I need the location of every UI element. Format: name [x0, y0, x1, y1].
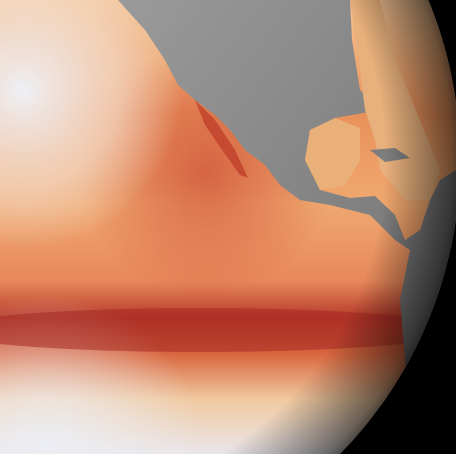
earth-disc: [0, 0, 456, 454]
globe-shading: [0, 0, 456, 454]
globe-map: [0, 0, 456, 454]
page: (() => { const data = JSON.parse(documen…: [0, 0, 456, 454]
